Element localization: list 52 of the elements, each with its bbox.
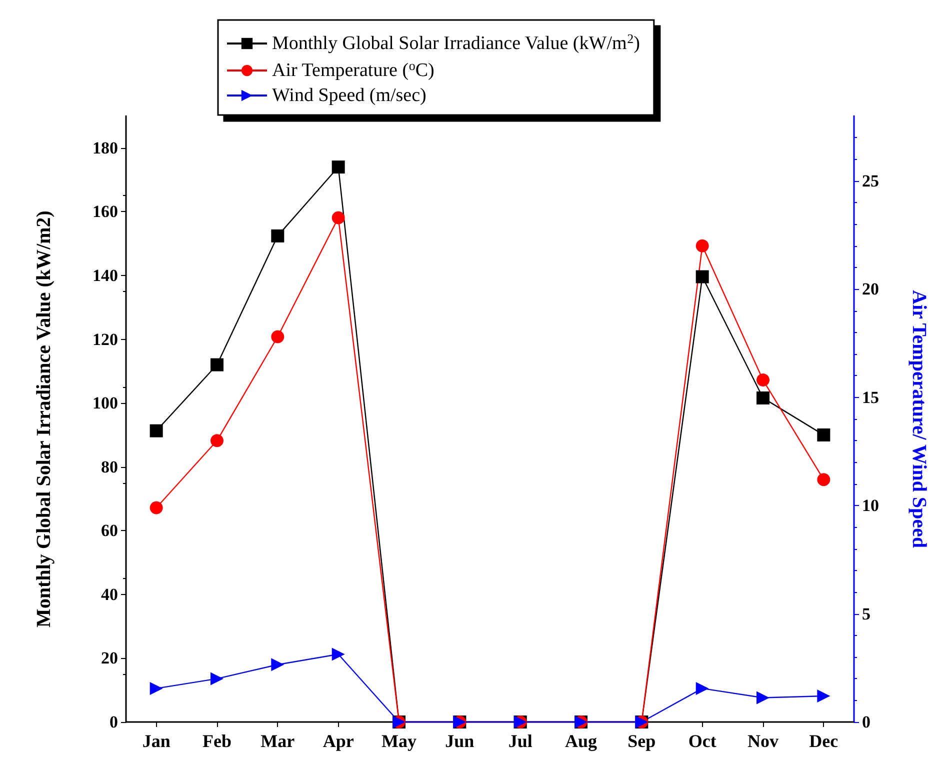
x-tick-label: Jan — [142, 731, 170, 751]
x-tick-label: May — [382, 731, 416, 751]
y-tick-label: 40 — [101, 584, 118, 604]
y2-tick-label: 0 — [862, 712, 870, 732]
x-tick-label: Oct — [688, 731, 716, 751]
point — [210, 434, 224, 448]
point — [817, 473, 830, 486]
y2-tick-label: 20 — [862, 280, 879, 299]
legend-label: Wind Speed (m/sec) — [272, 85, 426, 106]
point — [332, 160, 345, 174]
x-tick-label: Jul — [508, 731, 532, 751]
x-tick-label: Mar — [260, 731, 295, 751]
point — [271, 229, 284, 242]
point — [271, 658, 284, 672]
point — [756, 391, 770, 404]
y-tick-label: 20 — [101, 648, 118, 668]
point — [332, 648, 345, 661]
x-tick-label: Nov — [748, 731, 778, 751]
point — [210, 358, 224, 372]
y-tick-label: 100 — [92, 394, 118, 413]
point — [150, 501, 163, 514]
y2-axis-title: Air Temperature/ Wind Speed — [908, 290, 930, 548]
y-tick-label: 140 — [92, 266, 118, 285]
y2-tick-label: 10 — [862, 496, 879, 516]
point — [756, 374, 770, 387]
y-tick-label: 120 — [92, 330, 118, 349]
point — [696, 239, 709, 252]
y2-tick-label: 5 — [862, 604, 870, 624]
point — [150, 682, 163, 695]
y-tick-label: 80 — [101, 457, 118, 476]
x-tick-label: Apr — [322, 731, 354, 751]
y2-tick-label: 15 — [862, 388, 879, 407]
y-tick-label: 0 — [110, 712, 118, 732]
point — [817, 690, 830, 703]
y-tick-label: 60 — [101, 521, 118, 540]
point — [756, 691, 770, 704]
point — [271, 330, 284, 344]
x-tick-label: Feb — [202, 731, 232, 751]
point — [332, 211, 345, 224]
point — [696, 682, 709, 695]
x-tick-label: Dec — [809, 731, 838, 751]
point — [817, 428, 830, 442]
point — [696, 270, 709, 284]
x-tick-label: Jun — [445, 731, 474, 751]
point — [210, 672, 224, 686]
x-tick-label: Aug — [564, 731, 598, 751]
x-tick-label: Sep — [628, 731, 656, 751]
y-axis-title: Monthly Global Solar Irradiance Value (kW/m2) — [33, 210, 55, 628]
point — [150, 424, 163, 438]
y-tick-label: 180 — [92, 138, 118, 158]
y-tick-label: 160 — [92, 202, 118, 222]
y2-tick-label: 25 — [862, 171, 879, 190]
